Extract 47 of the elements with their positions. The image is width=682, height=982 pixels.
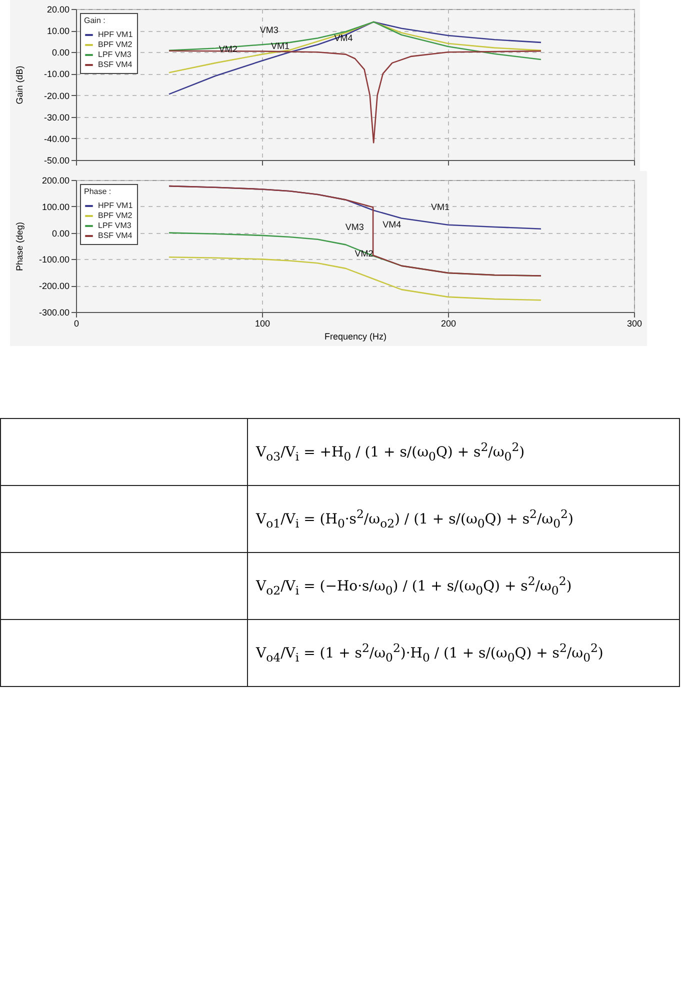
text: V$_{o1}$/V$_{i}$ = (H$_{0}$·s$^{2}$/ω$_{o2}$) / (1 + s/(ω$_{0}$Q) + s$^{2}$/ω$_{0}$$^{2}$) <box>256 507 574 531</box>
y-tick-label: 100.00 <box>42 202 70 212</box>
legend-label: BPF VM2 <box>98 211 133 220</box>
x-tick-label: 300 <box>626 318 642 328</box>
line-series <box>168 256 542 301</box>
legend-label: BSF VM4 <box>98 60 133 69</box>
y-tick-label: -200.00 <box>38 281 70 292</box>
annotation: VM3 <box>345 222 364 232</box>
annotation: VM4 <box>334 33 353 44</box>
y-tick-label: -20.00 <box>44 90 70 101</box>
y-tick-label: 200.00 <box>42 176 70 186</box>
y-tick-label: -50.00 <box>44 156 70 166</box>
y-tick-label: -300.00 <box>38 308 70 318</box>
legend-label: HPF VM1 <box>98 30 134 39</box>
line-series <box>168 21 542 95</box>
text: V$_{o4}$/V$_{i}$ = (1 + s$^{2}$/ω$_{0}$$^{2}$)·H$_{0}$ / (1 + s/(ω$_{0}$Q) + s$^{2}$/ω$_{0}$$^{2}$) <box>256 641 604 665</box>
y-tick-label: 0.00 <box>52 48 70 58</box>
line-series <box>168 185 542 276</box>
legend-label: LPF VM3 <box>98 50 132 59</box>
line-series <box>168 21 542 74</box>
y-tick-label: -10.00 <box>44 69 70 80</box>
y-tick-label: 10.00 <box>46 26 70 36</box>
y-tick-label: 20.00 <box>46 4 70 14</box>
x-axis-title: Frequency (Hz) <box>324 332 387 342</box>
annotation: VM1 <box>271 40 290 51</box>
text: V$_{o3}$/V$_{i}$ = +H$_{0}$ / (1 + s/(ω$_{0}$Q) + s$^{2}$/ω$_{0}$$^{2}$) <box>256 440 525 464</box>
legend-label: BPF VM2 <box>98 40 133 49</box>
line-series <box>168 21 542 60</box>
legend-label: LPF VM3 <box>98 221 132 230</box>
annotation: VM4 <box>382 219 402 230</box>
legend-label: BSF VM4 <box>98 231 133 240</box>
y-axis-title: Gain (dB) <box>14 66 24 104</box>
y-tick-label: -100.00 <box>38 254 70 265</box>
legend-label: HPF VM1 <box>98 201 134 210</box>
annotation: VM3 <box>260 25 278 36</box>
x-tick-label: 200 <box>440 318 456 328</box>
legend-title: Gain : <box>84 16 106 25</box>
y-tick-label: 0.00 <box>52 228 70 238</box>
line-series <box>168 50 542 144</box>
y-tick-label: -40.00 <box>44 134 70 144</box>
text: V$_{o2}$/V$_{i}$ = (−Ho·s/ω$_{0}$) / (1 + s/(ω$_{0}$Q) + s$^{2}$/ω$_{0}$$^{2}$) <box>256 574 572 598</box>
y-axis-title: Phase (deg) <box>14 222 24 272</box>
legend-title: Phase : <box>84 187 112 196</box>
x-tick-label: 100 <box>254 318 270 328</box>
annotation: VM1 <box>430 202 450 212</box>
x-tick-label: 0 <box>74 318 80 328</box>
y-tick-label: -30.00 <box>44 112 70 122</box>
